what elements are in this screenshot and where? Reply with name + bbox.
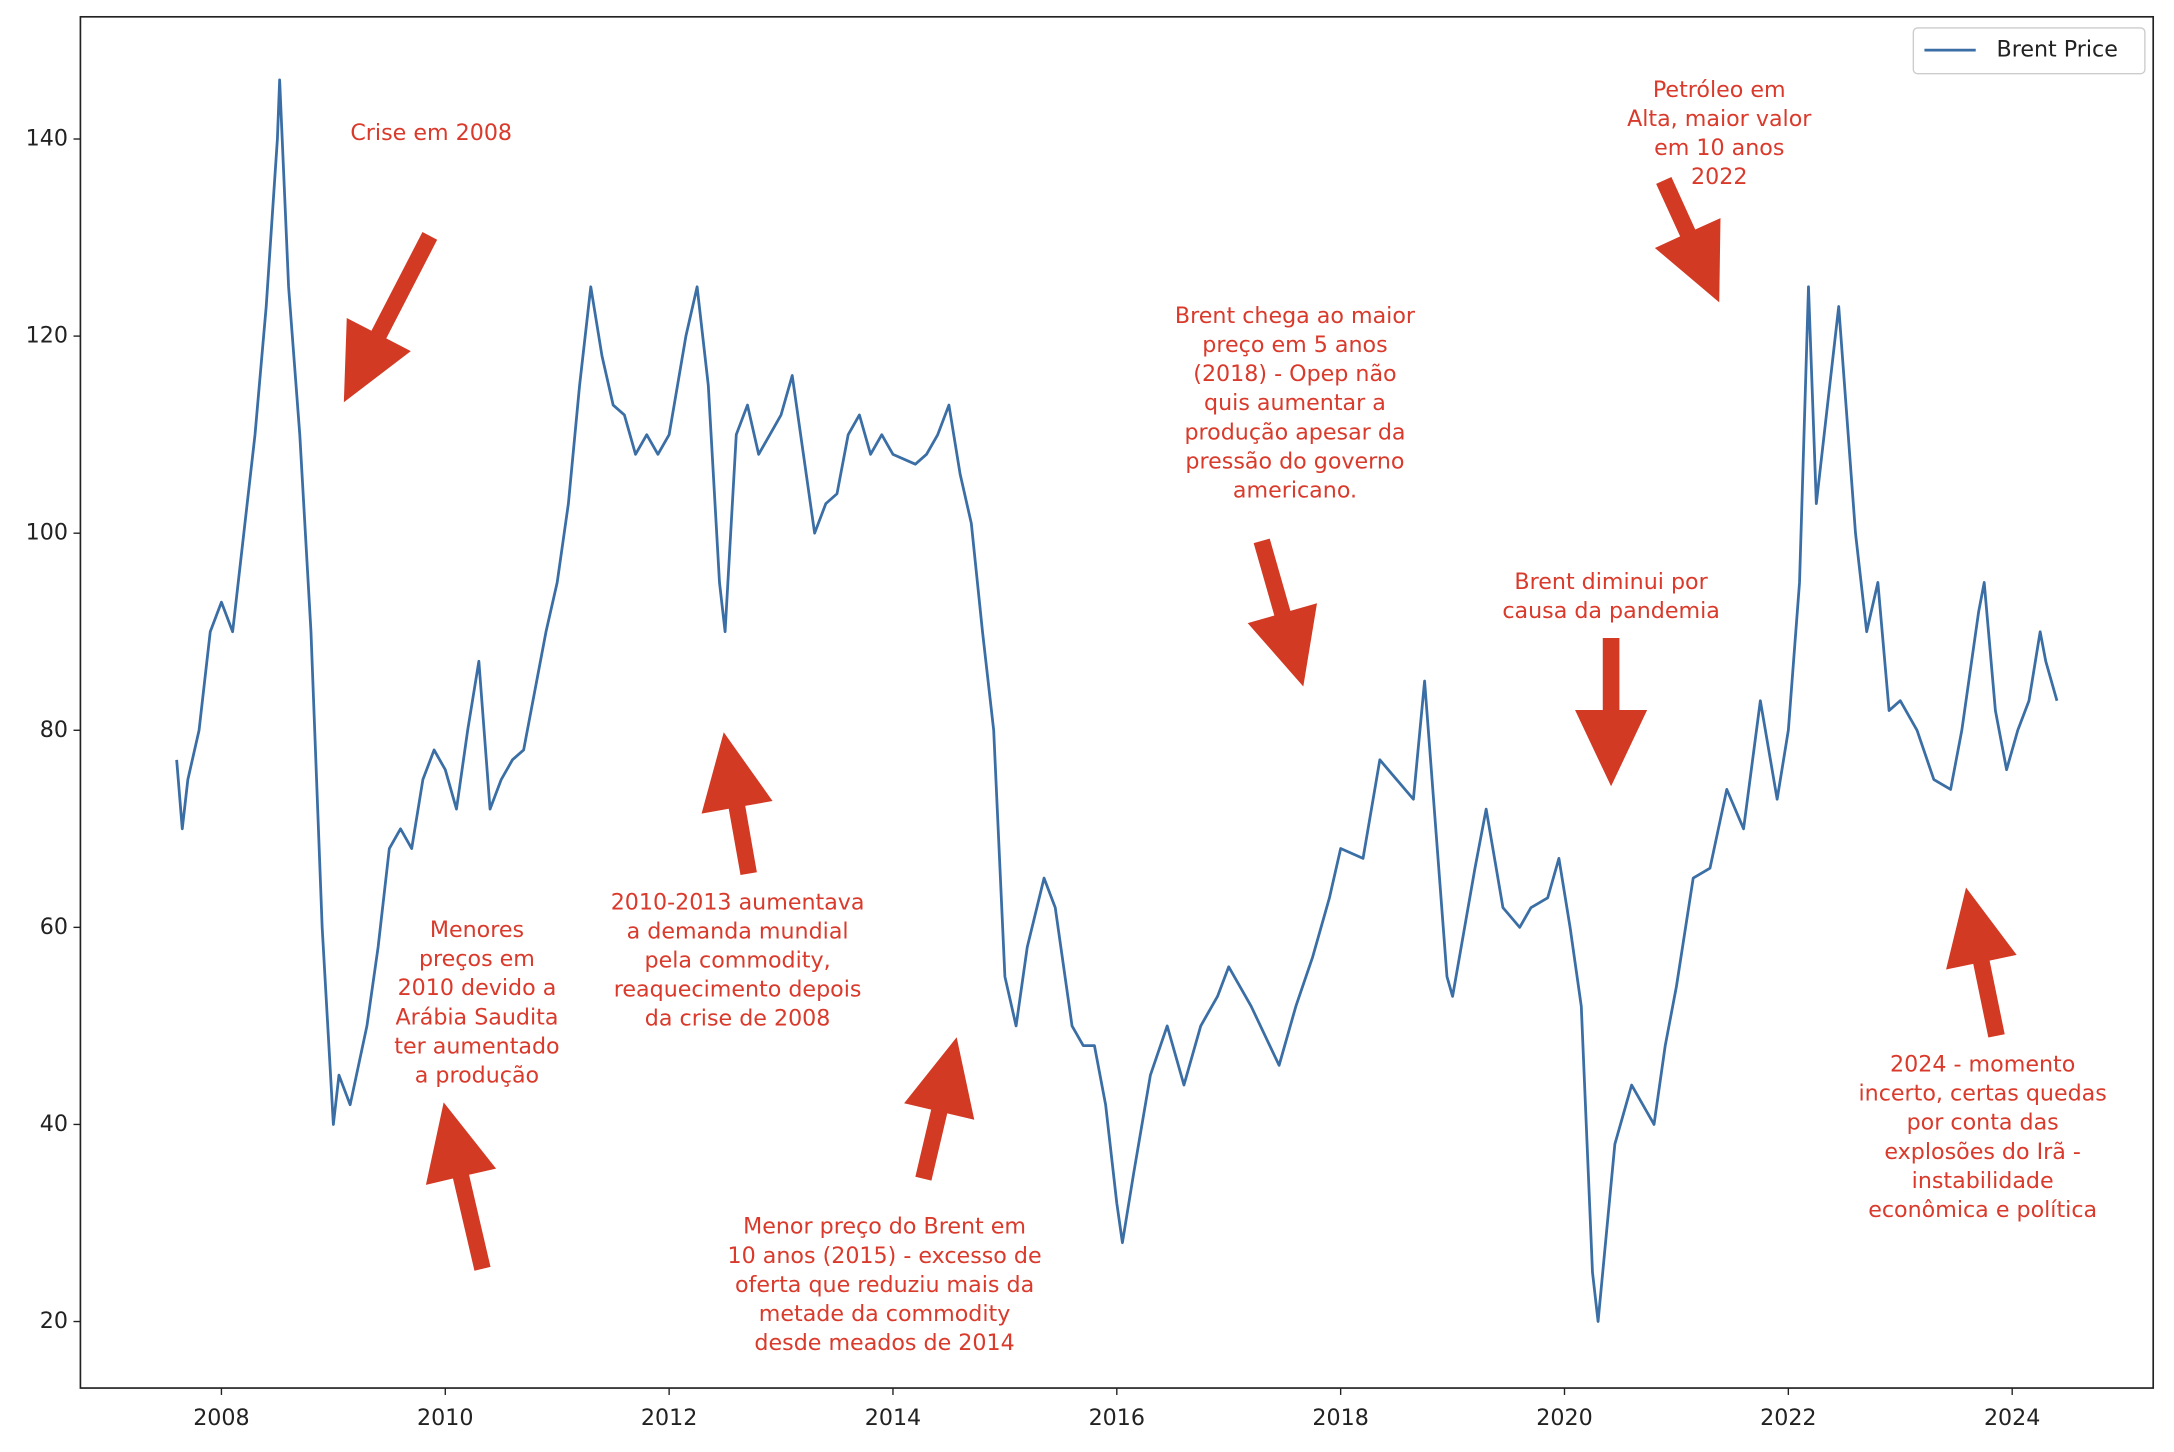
annotation-text: americano. — [1233, 477, 1357, 503]
annotation-text: econômica e política — [1868, 1197, 2097, 1223]
annotation-arrow — [904, 1037, 975, 1181]
annotation-text: 2010-2013 aumentava — [611, 889, 865, 915]
annotation-text: instabilidade — [1912, 1168, 2054, 1194]
y-tick-label: 40 — [40, 1111, 68, 1137]
annotation-text: Crise em 2008 — [350, 120, 512, 146]
annotation-text: pela commodity, — [645, 948, 831, 974]
annotation-text: Petróleo em — [1653, 77, 1786, 103]
annotation-text: a produção — [415, 1063, 539, 1089]
annotation-text: preços em — [419, 946, 535, 972]
x-tick-label: 2024 — [1984, 1405, 2040, 1431]
annotation-text: desde meados de 2014 — [754, 1330, 1014, 1356]
annotation-text: causa da pandemia — [1502, 598, 1719, 624]
y-tick-label: 100 — [26, 520, 68, 546]
x-tick-label: 2008 — [193, 1405, 249, 1431]
annotation-arrow — [425, 1102, 497, 1271]
annotation-text: metade da commodity — [759, 1301, 1011, 1327]
y-tick-label: 60 — [40, 914, 68, 940]
y-tick-label: 140 — [26, 126, 68, 152]
plot-frame — [79, 15, 2155, 1389]
annotation-arrow — [343, 231, 438, 403]
x-tick-label: 2020 — [1536, 1405, 1592, 1431]
legend-box — [1912, 27, 2146, 75]
annotation-arrow — [1654, 176, 1721, 303]
x-tick-label: 2012 — [641, 1405, 697, 1431]
annotation-text: por conta das — [1907, 1110, 2059, 1136]
annotation-text: Brent chega ao maior — [1175, 303, 1416, 329]
annotation-arrow — [701, 732, 773, 876]
x-tick-label: 2016 — [1089, 1405, 1145, 1431]
annotation-arrow — [1247, 538, 1318, 687]
x-tick-label: 2010 — [417, 1405, 473, 1431]
annotation-text: (2018) - Opep não — [1193, 361, 1396, 387]
annotation-text: ter aumentado — [394, 1033, 559, 1059]
annotation-text: Brent diminui por — [1514, 569, 1708, 595]
annotation-text: explosões do Irã - — [1884, 1139, 2081, 1165]
annotation-text: Menor preço do Brent em — [743, 1214, 1026, 1240]
annotation-text: oferta que reduziu mais da — [735, 1272, 1034, 1298]
annotation-text: preço em 5 anos — [1202, 332, 1387, 358]
x-tick-label: 2022 — [1760, 1405, 1816, 1431]
annotation-text: 2024 - momento — [1890, 1051, 2075, 1077]
annotation-arrow — [1946, 887, 2017, 1038]
annotation-text: da crise de 2008 — [645, 1006, 831, 1032]
x-tick-label: 2014 — [865, 1405, 921, 1431]
annotation-text: 2010 devido a — [398, 975, 557, 1001]
annotation-text: 10 anos (2015) - excesso de — [728, 1243, 1042, 1269]
annotation-text: a demanda mundial — [627, 918, 849, 944]
x-tick-label: 2018 — [1312, 1405, 1368, 1431]
annotation-text: Arábia Saudita — [395, 1004, 558, 1030]
annotation-text: Alta, maior valor — [1627, 106, 1812, 132]
series-line — [175, 78, 2059, 1323]
annotation-text: Menores — [430, 917, 524, 943]
annotation-text: quis aumentar a — [1204, 390, 1386, 416]
annotation-text: incerto, certas quedas — [1859, 1081, 2107, 1107]
legend-label: Brent Price — [1997, 37, 2118, 63]
annotation-text: pressão do governo — [1185, 448, 1404, 474]
y-tick-label: 80 — [40, 717, 68, 743]
annotation-arrow — [1575, 637, 1648, 787]
annotation-text: em 10 anos — [1654, 135, 1784, 161]
y-tick-label: 20 — [40, 1308, 68, 1334]
annotation-text: 2022 — [1691, 164, 1747, 190]
annotation-text: reaquecimento depois — [614, 977, 862, 1003]
annotation-text: produção apesar da — [1184, 419, 1405, 445]
y-tick-label: 120 — [26, 323, 68, 349]
